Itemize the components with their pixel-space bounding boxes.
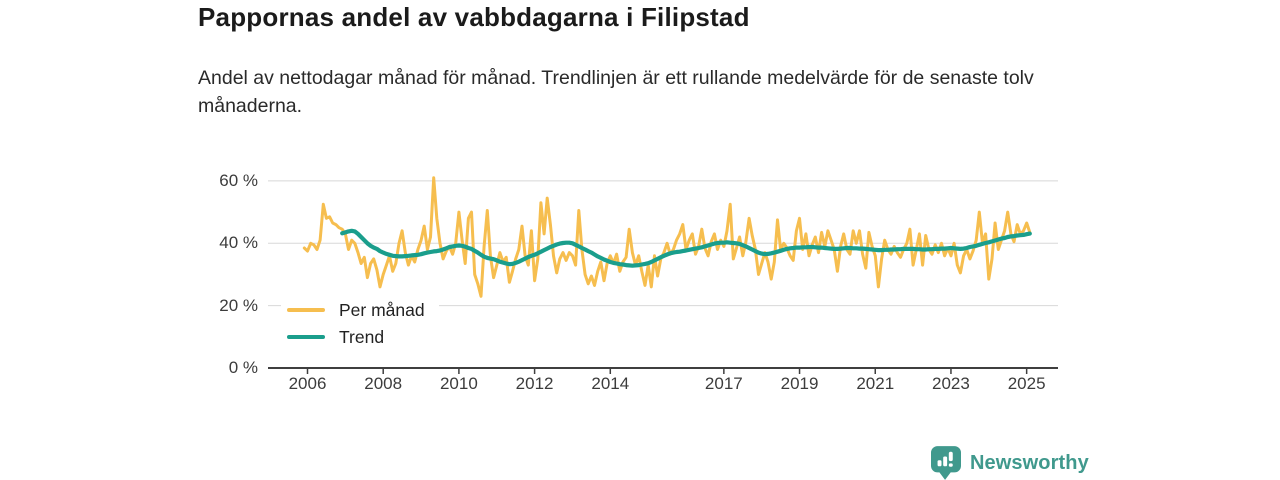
x-axis-tick-label: 2017 — [704, 374, 743, 393]
trend-line-swatch — [287, 335, 325, 339]
chart-legend: Per månad Trend — [281, 298, 439, 349]
x-axis-tick-label: 2014 — [591, 374, 630, 393]
newsworthy-chart-bubble-icon — [931, 446, 961, 480]
newsworthy-logo[interactable]: Newsworthy — [931, 446, 1089, 480]
page-title: Pappornas andel av vabbdagarna i Filipst… — [198, 2, 750, 32]
legend-label-trend: Trend — [339, 326, 385, 347]
x-axis-tick-label: 2023 — [932, 374, 970, 393]
newsworthy-brand-text: Newsworthy — [970, 451, 1089, 474]
x-axis-tick-label: 2012 — [515, 374, 554, 393]
legend-label-per-manad: Per månad — [339, 299, 425, 320]
legend-item-per-manad: Per månad — [287, 300, 425, 320]
y-axis-tick-label: 40 % — [219, 233, 258, 253]
x-axis-tick-label: 2008 — [364, 374, 403, 393]
x-axis-tick-label: 2010 — [439, 374, 478, 393]
y-axis-tick-label: 0 % — [228, 358, 258, 377]
x-axis-tick-label: 2006 — [288, 374, 327, 393]
x-axis-tick-label: 2019 — [780, 374, 819, 393]
x-axis-tick-label: 2021 — [856, 374, 895, 393]
series-line-per-manad — [302, 176, 1032, 298]
y-axis-tick-label: 20 % — [219, 295, 258, 315]
per-manad-line-swatch — [287, 308, 325, 312]
legend-item-trend: Trend — [287, 327, 425, 347]
y-axis-tick-label: 60 % — [219, 170, 258, 190]
x-axis-tick-label: 2025 — [1007, 374, 1046, 393]
chart-subtitle: Andel av nettodagar månad för månad. Tre… — [198, 67, 1034, 117]
series-line-trend — [340, 228, 1032, 268]
